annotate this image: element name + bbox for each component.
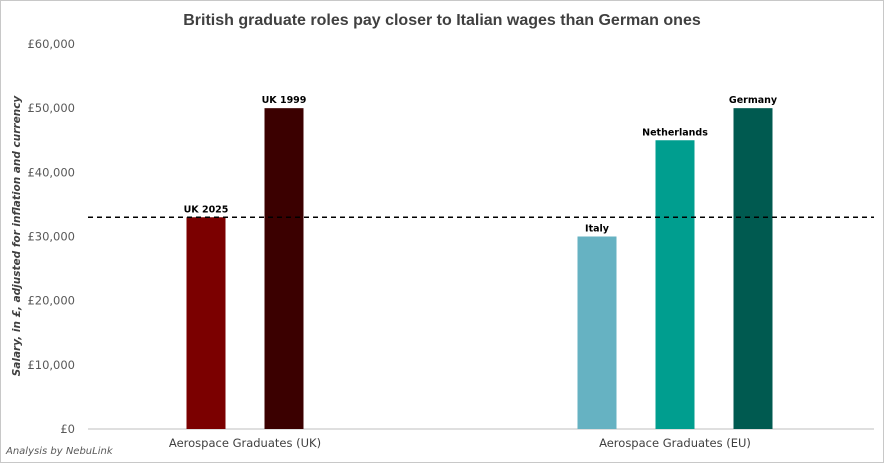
y-tick-label: £10,000 xyxy=(27,358,75,372)
x-category-label: Aerospace Graduates (EU) xyxy=(599,436,751,450)
y-tick-label: £30,000 xyxy=(27,230,75,244)
y-axis-ticks: £0 £10,000 £20,000 £30,000 £40,000 £50,000 £60… xyxy=(27,37,75,436)
y-tick-label: £40,000 xyxy=(27,165,75,179)
bar-uk-2025 xyxy=(186,217,226,429)
x-axis-categories: Aerospace Graduates (UK) Aerospace Gradua… xyxy=(169,436,751,450)
y-tick-label: £20,000 xyxy=(27,294,75,308)
chart-title: British graduate roles pay closer to Ita… xyxy=(183,12,701,29)
bar-uk-1999 xyxy=(264,108,304,430)
bars xyxy=(186,108,773,430)
y-tick-label: £60,000 xyxy=(27,37,75,51)
footnote: Analysis by NebuLink xyxy=(5,446,114,457)
y-tick-label: £0 xyxy=(60,422,75,436)
y-axis-label: Salary, in £, adjusted for inflation and… xyxy=(11,95,23,377)
y-tick-label: £50,000 xyxy=(27,101,75,115)
bar-italy xyxy=(577,236,617,429)
bar-label: Netherlands xyxy=(642,127,708,138)
bar-label: UK 2025 xyxy=(184,204,229,215)
bar-netherlands xyxy=(655,140,695,429)
bar-label: Italy xyxy=(585,224,610,235)
x-category-label: Aerospace Graduates (UK) xyxy=(169,436,321,450)
bar-label: UK 1999 xyxy=(262,95,307,106)
bar-label: Germany xyxy=(729,95,778,106)
bar-germany xyxy=(733,108,773,430)
bar-labels: UK 2025 UK 1999 Italy Netherlands Germany xyxy=(184,95,778,234)
